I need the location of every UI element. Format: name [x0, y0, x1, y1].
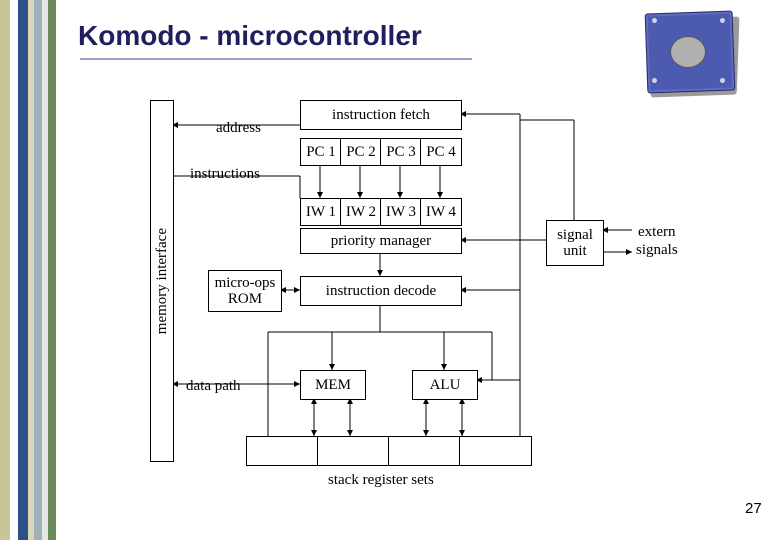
- instructions-label: instructions: [190, 166, 260, 183]
- instruction-decode-box: instruction decode: [300, 276, 462, 306]
- stack-cell: [388, 436, 461, 466]
- instruction-decode-label: instruction decode: [326, 283, 436, 300]
- cell: IW 3: [380, 198, 422, 226]
- instruction-fetch-box: instruction fetch: [300, 100, 462, 130]
- cell: IW 4: [420, 198, 462, 226]
- extern-label: extern: [638, 224, 675, 241]
- cell: IW 2: [340, 198, 382, 226]
- side-stripe: [0, 0, 56, 540]
- signal-unit-label-2: unit: [563, 243, 586, 260]
- mem-box: MEM: [300, 370, 366, 400]
- stack-cell: [246, 436, 319, 466]
- micro-ops-rom-label-2: ROM: [228, 291, 262, 308]
- stack-register-caption: stack register sets: [328, 472, 434, 489]
- alu-box: ALU: [412, 370, 478, 400]
- cell: PC 3: [380, 138, 422, 166]
- cell: PC 1: [300, 138, 342, 166]
- architecture-diagram: memory interface instruction fetch prior…: [120, 80, 700, 520]
- signal-unit-label-1: signal: [557, 227, 593, 244]
- memory-interface-label: memory interface: [154, 228, 171, 334]
- signal-unit-box: signal unit: [546, 220, 604, 266]
- priority-manager-box: priority manager: [300, 228, 462, 254]
- stack-cell: [459, 436, 532, 466]
- instruction-fetch-label: instruction fetch: [332, 107, 430, 124]
- priority-manager-label: priority manager: [331, 233, 431, 250]
- cell: PC 4: [420, 138, 462, 166]
- micro-ops-rom-label-1: micro-ops: [215, 275, 276, 292]
- cell: IW 1: [300, 198, 342, 226]
- cell: PC 2: [340, 138, 382, 166]
- title-underline: [80, 58, 472, 60]
- data-path-label: data path: [186, 378, 241, 395]
- alu-label: ALU: [430, 377, 461, 394]
- signals-label: signals: [636, 242, 678, 259]
- micro-ops-rom-box: micro-ops ROM: [208, 270, 282, 312]
- address-label: address: [216, 120, 261, 137]
- memory-interface-box: memory interface: [150, 100, 174, 462]
- stack-cell: [317, 436, 390, 466]
- mem-label: MEM: [315, 377, 351, 394]
- page-title: Komodo - microcontroller: [78, 20, 422, 52]
- page-number: 27: [745, 500, 762, 517]
